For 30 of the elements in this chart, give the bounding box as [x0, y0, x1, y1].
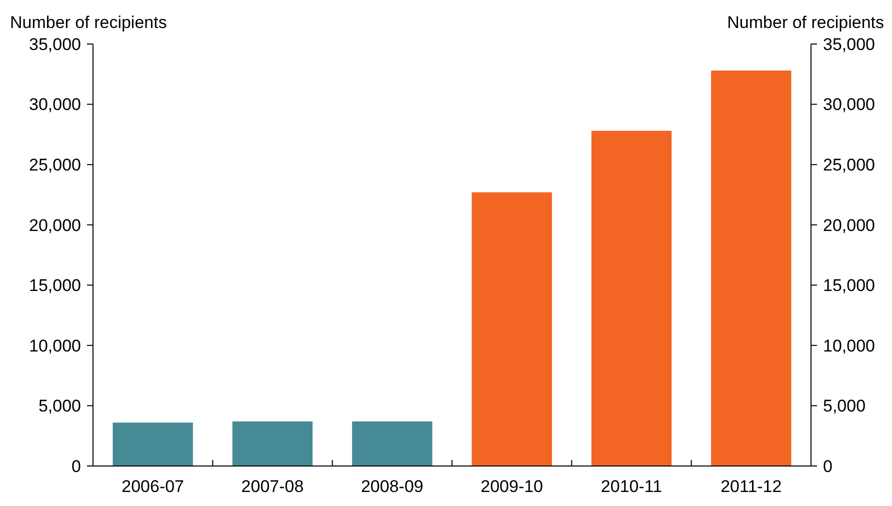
x-tick-label: 2011-12 — [720, 477, 782, 496]
y2-tick-label: 5,000 — [823, 396, 866, 416]
bar — [472, 192, 552, 466]
y-tick-label: 30,000 — [29, 95, 81, 114]
y-tick-label: 0 — [72, 456, 81, 476]
y-tick-label: 35,000 — [29, 34, 81, 54]
x-tick-label: 2009-10 — [480, 477, 544, 496]
y2-tick-label: 20,000 — [823, 216, 875, 235]
x-tick-label: 2010-11 — [600, 477, 662, 496]
y-tick-label: 25,000 — [29, 156, 81, 175]
bar — [711, 70, 792, 466]
y-tick-label: 10,000 — [29, 336, 81, 356]
y2-tick-label: 25,000 — [823, 156, 875, 175]
y-tick-label: 5,000 — [38, 396, 81, 416]
x-tick-label: 2008-09 — [360, 477, 424, 496]
x-tick-label: 2006-07 — [122, 477, 184, 496]
y2-axis-title: Number of recipients — [727, 13, 884, 32]
bar — [112, 422, 193, 466]
bar — [591, 130, 672, 466]
bar — [232, 421, 313, 466]
y-axis-title: Number of recipients — [10, 13, 167, 32]
y2-tick-label: 0 — [823, 456, 832, 476]
y-tick-label: 15,000 — [29, 276, 81, 296]
y2-tick-label: 30,000 — [823, 95, 875, 114]
x-tick-label: 2007-08 — [241, 477, 304, 496]
bar — [352, 421, 432, 466]
y2-tick-label: 10,000 — [823, 336, 875, 356]
y2-tick-label: 35,000 — [823, 34, 875, 54]
y2-tick-label: 15,000 — [823, 276, 875, 296]
y-tick-label: 20,000 — [29, 216, 81, 235]
